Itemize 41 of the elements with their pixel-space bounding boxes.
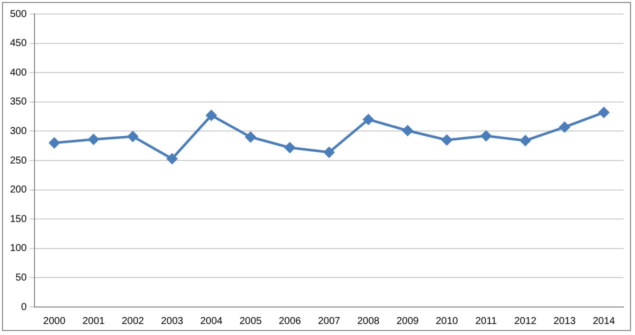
x-tick-label: 2014 — [592, 316, 616, 327]
point — [284, 142, 296, 153]
y-tick-label: 500 — [10, 8, 28, 20]
y-tick-label: 350 — [10, 96, 28, 108]
point — [245, 132, 256, 142]
point — [598, 107, 610, 118]
point — [206, 110, 217, 121]
point — [128, 131, 138, 142]
y-tick-label: 50 — [16, 272, 28, 284]
x-tick-label: 2010 — [436, 316, 458, 327]
point — [559, 122, 570, 132]
x-tick-label: 2002 — [122, 316, 144, 327]
point — [88, 134, 99, 145]
x-tick-label: 2009 — [396, 316, 420, 327]
point — [480, 130, 492, 142]
y-tick-label: 400 — [10, 67, 28, 78]
point — [324, 147, 334, 158]
point — [363, 114, 374, 125]
point — [402, 125, 413, 136]
point — [520, 135, 531, 146]
point — [49, 138, 60, 148]
x-tick-label: 2004 — [200, 316, 223, 327]
y-tick-label: 200 — [10, 184, 28, 196]
x-tick-label: 2003 — [160, 316, 184, 327]
y-tick-label: 450 — [10, 38, 28, 50]
y-tick-label: 150 — [10, 214, 28, 225]
x-tick-label: 2000 — [43, 316, 66, 327]
y-tick-label: 250 — [10, 155, 28, 166]
x-tick-label: 2008 — [357, 316, 380, 327]
x-tick-label: 2013 — [553, 316, 576, 327]
point — [442, 134, 452, 146]
x-tick-label: 2007 — [318, 316, 341, 327]
x-tick-label: 2006 — [278, 316, 302, 327]
y-tick-label: 300 — [10, 126, 28, 137]
x-tick-label: 2011 — [475, 316, 498, 327]
point — [166, 153, 178, 164]
x-tick-label: 2005 — [239, 316, 262, 327]
y-tick-label: 100 — [10, 243, 28, 254]
x-tick-label: 2012 — [514, 316, 537, 327]
x-tick-label: 2001 — [82, 316, 106, 327]
y-tick-label: 0 — [21, 302, 28, 313]
